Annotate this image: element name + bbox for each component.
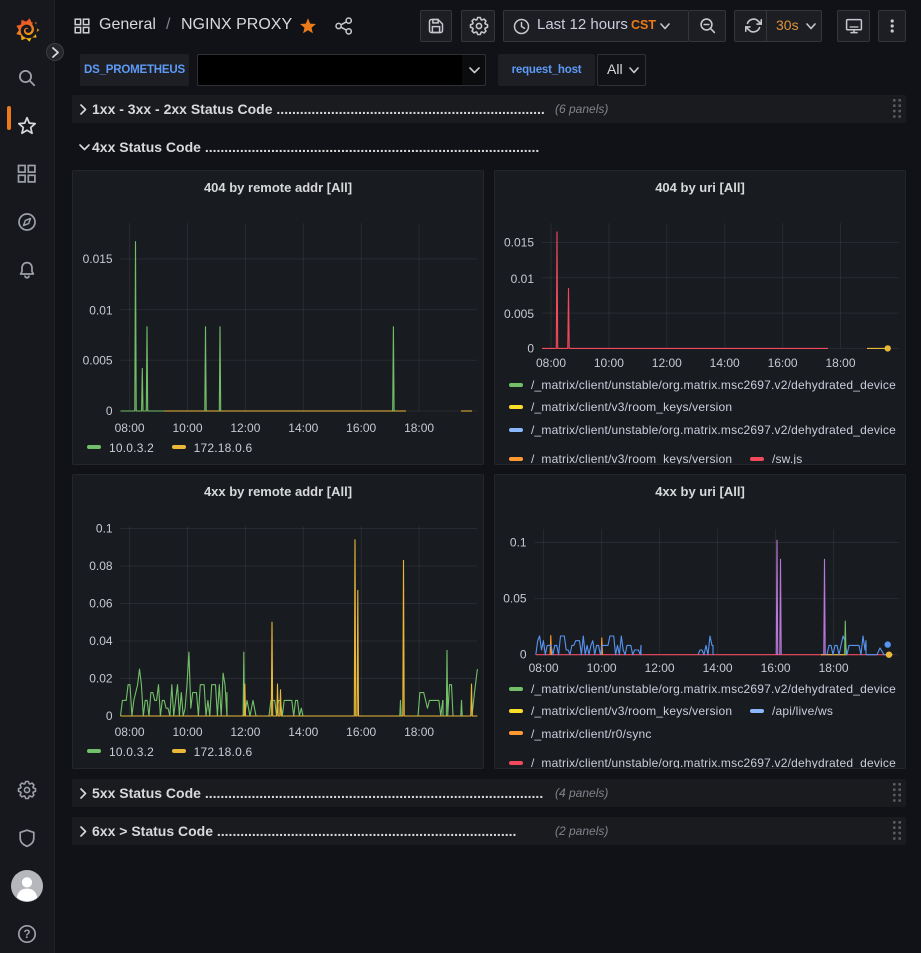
svg-text:?: ? bbox=[23, 929, 30, 941]
svg-text:0.05: 0.05 bbox=[503, 592, 527, 606]
svg-text:12:00: 12:00 bbox=[645, 661, 675, 675]
svg-text:16:00: 16:00 bbox=[346, 421, 376, 435]
svg-text:08:00: 08:00 bbox=[115, 421, 145, 435]
svg-text:10:00: 10:00 bbox=[172, 421, 202, 435]
svg-text:0.01: 0.01 bbox=[89, 304, 113, 318]
svg-text:0: 0 bbox=[520, 648, 527, 662]
svg-text:18:00: 18:00 bbox=[404, 725, 434, 739]
svg-text:08:00: 08:00 bbox=[536, 356, 566, 370]
svg-text:12:00: 12:00 bbox=[230, 421, 260, 435]
svg-text:12:00: 12:00 bbox=[652, 356, 682, 370]
svg-text:0.1: 0.1 bbox=[510, 536, 527, 550]
svg-text:0.005: 0.005 bbox=[83, 353, 113, 367]
svg-text:18:00: 18:00 bbox=[404, 421, 434, 435]
svg-text:0.02: 0.02 bbox=[89, 672, 113, 686]
svg-text:18:00: 18:00 bbox=[825, 356, 855, 370]
svg-text:0.08: 0.08 bbox=[89, 559, 113, 573]
svg-text:10:00: 10:00 bbox=[172, 725, 202, 739]
svg-text:0.015: 0.015 bbox=[83, 252, 113, 266]
svg-text:08:00: 08:00 bbox=[115, 725, 145, 739]
svg-text:0.01: 0.01 bbox=[511, 272, 535, 286]
svg-text:14:00: 14:00 bbox=[703, 661, 733, 675]
svg-text:0.005: 0.005 bbox=[504, 307, 534, 321]
svg-text:16:00: 16:00 bbox=[346, 725, 376, 739]
svg-text:0: 0 bbox=[106, 404, 113, 418]
svg-text:14:00: 14:00 bbox=[710, 356, 740, 370]
svg-text:12:00: 12:00 bbox=[230, 725, 260, 739]
svg-text:0.04: 0.04 bbox=[89, 634, 113, 648]
svg-text:08:00: 08:00 bbox=[529, 661, 559, 675]
svg-text:16:00: 16:00 bbox=[761, 661, 791, 675]
svg-text:18:00: 18:00 bbox=[819, 661, 849, 675]
svg-text:14:00: 14:00 bbox=[288, 421, 318, 435]
svg-text:0.015: 0.015 bbox=[504, 236, 534, 250]
svg-text:0.06: 0.06 bbox=[89, 597, 113, 611]
svg-text:14:00: 14:00 bbox=[288, 725, 318, 739]
svg-text:10:00: 10:00 bbox=[587, 661, 617, 675]
svg-text:0: 0 bbox=[527, 341, 534, 355]
svg-text:0.1: 0.1 bbox=[96, 522, 113, 536]
svg-text:10:00: 10:00 bbox=[594, 356, 624, 370]
svg-text:0: 0 bbox=[106, 709, 113, 723]
svg-text:16:00: 16:00 bbox=[768, 356, 798, 370]
